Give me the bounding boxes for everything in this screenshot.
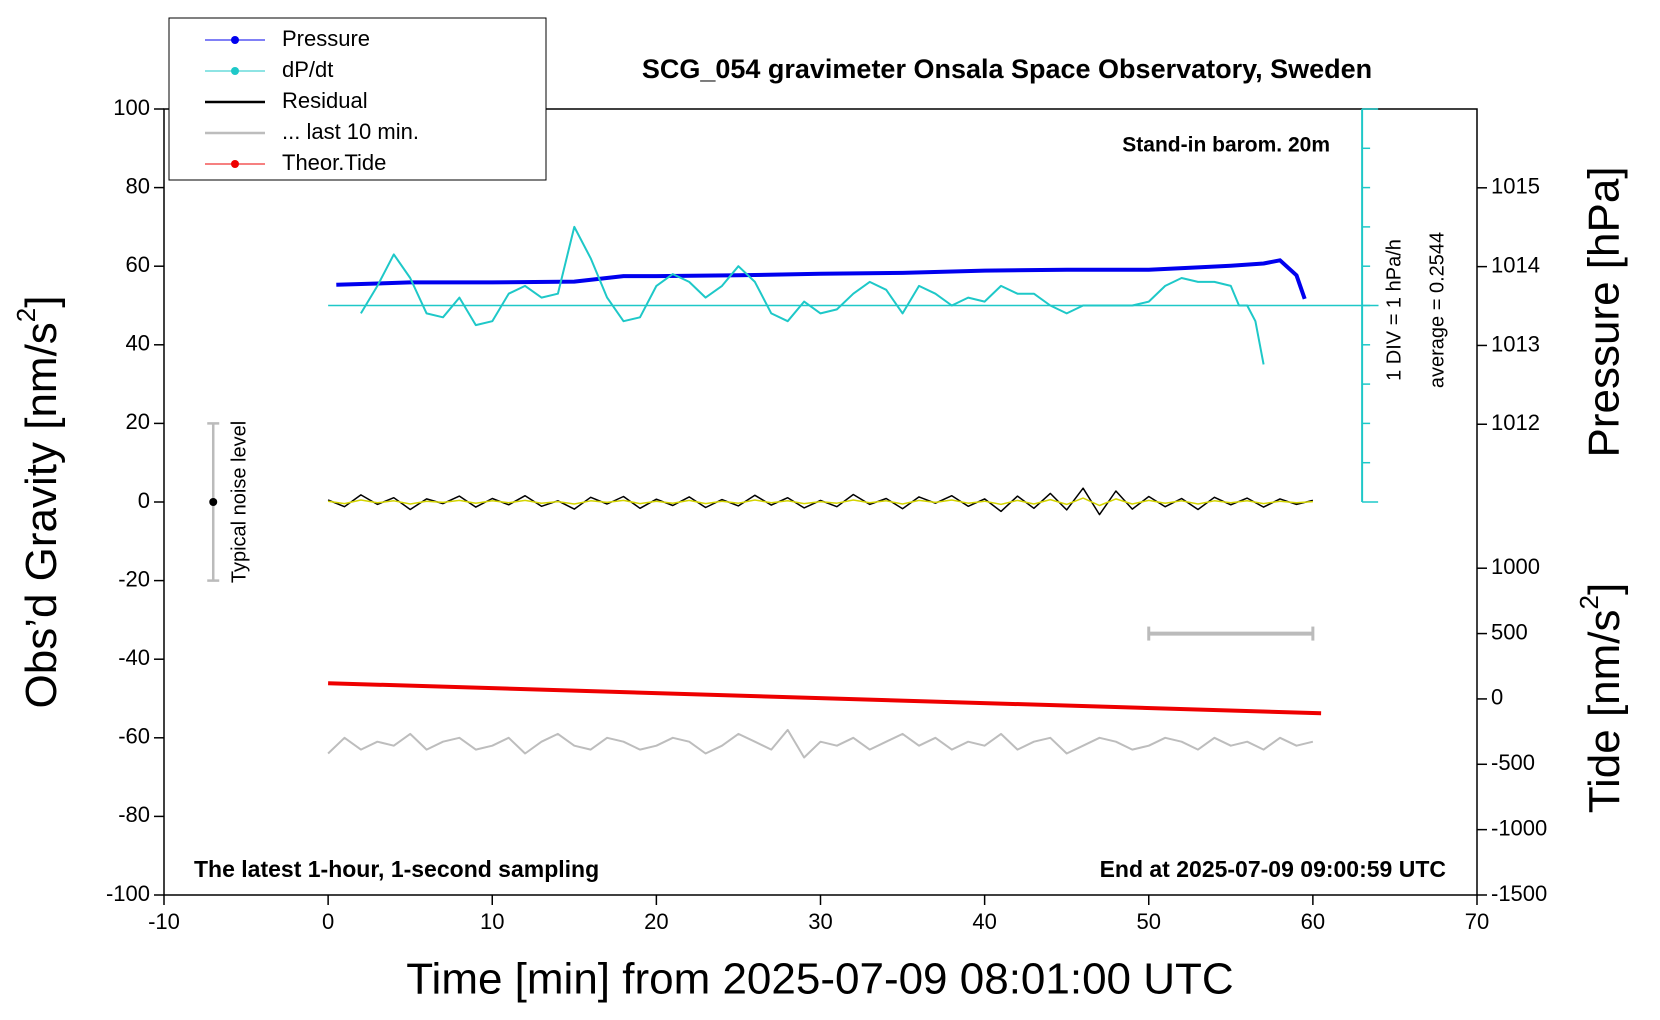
legend-marker: [231, 67, 239, 75]
chart-title: SCG_054 gravimeter Onsala Space Observat…: [642, 54, 1372, 84]
y-tick-label: -40: [118, 645, 150, 670]
annotation: The latest 1-hour, 1-second sampling: [194, 856, 599, 882]
y2-tick-label: 1012: [1491, 410, 1540, 435]
legend-label: Theor.Tide: [282, 150, 386, 175]
y3-tick-label: -1500: [1491, 881, 1547, 906]
x-tick-label: 70: [1465, 909, 1489, 934]
x-tick-label: -10: [148, 909, 180, 934]
y-axis-label: Obs’d Gravity [nm/s2]: [11, 295, 66, 708]
x-tick-label: 20: [644, 909, 668, 934]
y2-tick-label: 1015: [1491, 174, 1540, 199]
y2-tick-label: 1013: [1491, 331, 1540, 356]
y3-tick-label: 1000: [1491, 554, 1540, 579]
y-tick-label: -60: [118, 724, 150, 749]
series-line: [327, 487, 1314, 516]
x-tick-label: 10: [480, 909, 504, 934]
legend-marker: [231, 160, 239, 168]
legend: Pressure dP/dt Residual ... last 10 min. The…: [168, 17, 547, 181]
x-tick-label: 60: [1301, 909, 1325, 934]
legend-box: [168, 17, 547, 181]
y3-axis-label-end: ]: [1580, 583, 1629, 595]
legend-marker: [231, 36, 239, 44]
y-tick-label: -20: [118, 566, 150, 591]
annotation: End at 2025-07-09 09:00:59 UTC: [1100, 856, 1446, 882]
x-tick-label: 50: [1137, 909, 1161, 934]
x-tick-label: 40: [972, 909, 996, 934]
y-tick-label: -100: [106, 881, 150, 906]
series-line: [328, 681, 1322, 716]
annotation: average = 0.2544: [1426, 232, 1448, 388]
legend-label: Pressure: [282, 26, 370, 51]
series-line: [327, 728, 1314, 759]
y2-axis-label: Pressure [hPa]: [1580, 166, 1629, 457]
y-tick-label: 20: [126, 409, 150, 434]
y2-tick-label: 1014: [1491, 252, 1540, 277]
legend-label: ... last 10 min.: [282, 119, 419, 144]
y-axis-label-end: ]: [17, 295, 66, 307]
legend-label: Residual: [282, 88, 368, 113]
annotation: 1 DIV = 1 hPa/h: [1383, 239, 1405, 381]
y-tick-label: 80: [126, 173, 150, 198]
x-tick-label: 30: [808, 909, 832, 934]
y3-tick-label: -500: [1491, 750, 1535, 775]
x-axis-label: Time [min] from 2025-07-09 08:01:00 UTC: [406, 955, 1233, 1004]
y3-axis-label-text: Tide [nm/s: [1580, 609, 1629, 813]
y3-tick-label: 500: [1491, 619, 1528, 644]
noise-point: [209, 498, 218, 506]
y3-tick-label: -1000: [1491, 815, 1547, 840]
x-tick-label: 0: [322, 909, 334, 934]
y3-axis-label-sup: 2: [1574, 595, 1604, 609]
y-tick-label: 100: [113, 95, 150, 120]
series-line: [360, 225, 1265, 365]
y-tick-label: -80: [118, 802, 150, 827]
y-axis-label-sup: 2: [11, 308, 41, 322]
legend-label: dP/dt: [282, 57, 333, 82]
y-tick-label: 0: [138, 488, 150, 513]
y-axis-label-text: Obs’d Gravity [nm/s: [17, 322, 66, 708]
y-tick-label: 40: [126, 331, 150, 356]
series-line: [327, 497, 1313, 507]
y3-tick-label: 0: [1491, 685, 1503, 710]
annotation: Stand-in barom. 20m: [1122, 134, 1330, 157]
annotation: Typical noise level: [228, 421, 250, 583]
series-line: [336, 258, 1307, 300]
y-tick-label: 60: [126, 252, 150, 277]
y3-axis-label: Tide [nm/s2]: [1574, 583, 1629, 813]
